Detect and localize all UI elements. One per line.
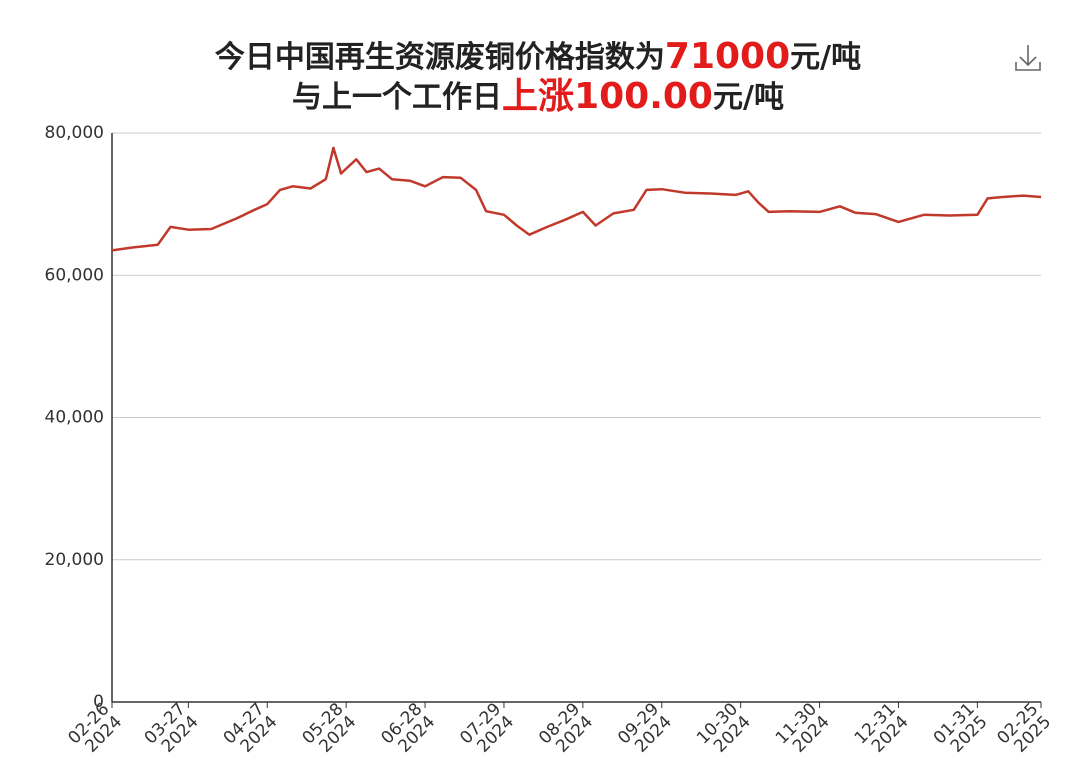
title-value: 71000 (665, 36, 790, 77)
title-unit: 元/吨 (790, 40, 861, 75)
subtitle-value: 100.00 (574, 76, 713, 117)
chart-subtitle: 与上一个工作日上涨100.00元/吨 (292, 76, 784, 117)
y-tick-label: 80,000 (45, 123, 104, 143)
price-line (111, 146, 1042, 252)
subtitle-text: 与上一个工作日 (292, 80, 502, 115)
chart-title: 今日中国再生资源废铜价格指数为71000元/吨 (215, 36, 861, 77)
y-tick-label: 0 (93, 692, 104, 712)
download-icon[interactable] (1015, 45, 1041, 71)
y-tick-label: 20,000 (45, 550, 104, 570)
y-tick-label: 40,000 (45, 408, 104, 428)
subtitle-change: 上涨 (502, 76, 574, 117)
y-tick-label: 60,000 (45, 265, 104, 285)
subtitle-unit: 元/吨 (713, 80, 784, 115)
title-text: 今日中国再生资源废铜价格指数为 (215, 40, 665, 75)
